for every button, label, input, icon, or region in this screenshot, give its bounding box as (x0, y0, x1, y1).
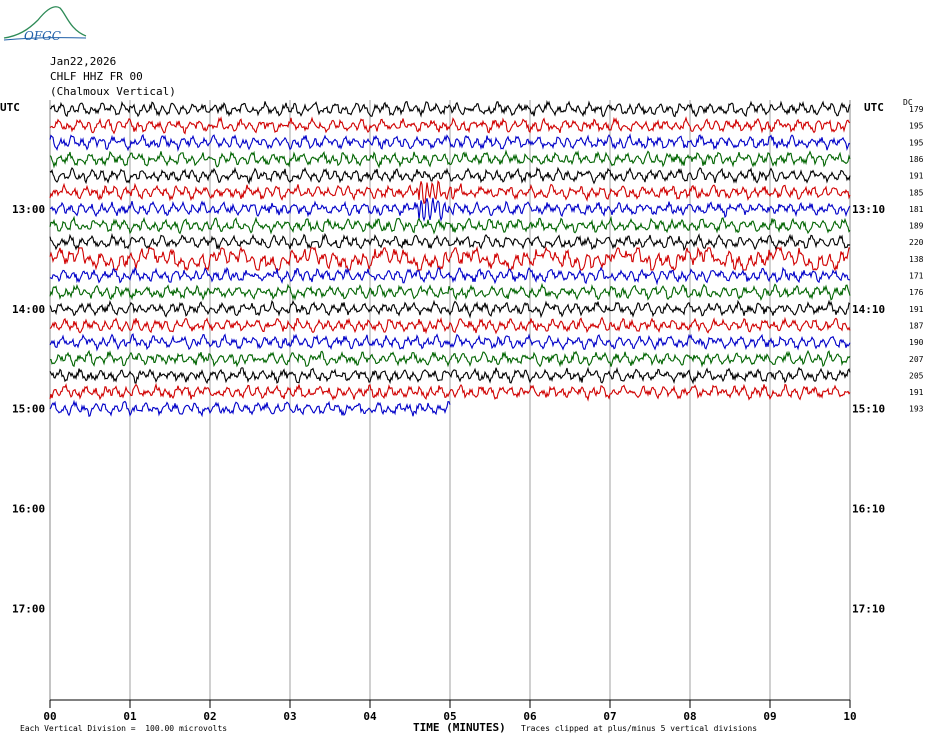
dc-offset-label-8: 220 (909, 238, 924, 247)
trace-layer (49, 99, 851, 418)
hour-label-left-4: 17:00 (12, 603, 45, 616)
dc-offset-label-7: 189 (909, 222, 924, 231)
trace-row-9 (49, 245, 850, 272)
x-axis-title: TIME (MINUTES) (413, 721, 506, 734)
trace-row-15 (50, 349, 851, 368)
x-tick-label-06: 06 (523, 710, 537, 723)
trace-row-3 (49, 149, 851, 169)
x-tick-label-01: 01 (123, 710, 137, 723)
trace-row-12 (49, 299, 851, 319)
dc-offset-label-18: 193 (909, 405, 924, 414)
utc-right-label: UTC (864, 101, 884, 114)
hour-label-left-0: 13:00 (12, 203, 45, 216)
dc-offset-label-9: 138 (909, 255, 924, 264)
dc-offset-label-13: 187 (909, 321, 924, 330)
header-station: CHLF HHZ FR 00 (50, 70, 143, 83)
x-tick-label-00: 00 (43, 710, 56, 723)
trace-row-6 (49, 197, 851, 222)
hour-label-left-2: 15:00 (12, 403, 45, 416)
trace-row-7 (49, 215, 851, 235)
x-tick-label-02: 02 (203, 710, 216, 723)
trace-row-17 (49, 382, 851, 402)
trace-row-0 (49, 99, 851, 118)
dc-offset-label-14: 190 (909, 338, 924, 347)
dc-offset-label-0: 179 (909, 105, 924, 114)
x-tick-label-07: 07 (603, 710, 616, 723)
trace-row-13 (49, 316, 851, 335)
trace-row-18 (49, 399, 451, 418)
dc-offset-label-6: 181 (909, 205, 924, 214)
header-station-name: (Chalmoux Vertical) (50, 85, 176, 98)
hour-label-left-1: 14:00 (12, 303, 45, 316)
x-tick-label-09: 09 (763, 710, 776, 723)
dc-offset-label-17: 191 (909, 388, 924, 397)
x-tick-label-08: 08 (683, 710, 696, 723)
footer-clip-note: Traces clipped at plus/minus 5 vertical … (521, 724, 758, 733)
dc-label: DC (903, 98, 913, 107)
utc-left-label: UTC (0, 101, 20, 114)
x-tick-label-04: 04 (363, 710, 377, 723)
dc-offset-label-12: 191 (909, 305, 924, 314)
trace-row-5 (49, 180, 851, 205)
trace-row-11 (49, 282, 851, 302)
x-tick-label-05: 05 (443, 710, 456, 723)
grid-layer (49, 100, 851, 708)
dc-offset-label-15: 207 (909, 355, 924, 364)
dc-offset-label-2: 195 (909, 138, 924, 147)
hour-label-right-0: 13:10 (852, 203, 885, 216)
dc-offset-label-1: 195 (909, 122, 924, 131)
x-tick-label-10: 10 (843, 710, 856, 723)
hour-label-left-3: 16:00 (12, 503, 45, 516)
trace-row-14 (49, 333, 851, 352)
x-tick-label-03: 03 (283, 710, 296, 723)
dc-offset-label-4: 191 (909, 172, 924, 181)
trace-row-10 (49, 266, 851, 286)
trace-row-16 (49, 366, 851, 385)
dc-offset-label-3: 186 (909, 155, 924, 164)
hour-label-right-4: 17:10 (852, 603, 885, 616)
hour-label-right-2: 15:10 (852, 403, 885, 416)
dc-offset-label-16: 205 (909, 371, 924, 380)
logo-text: OFGC (24, 29, 61, 43)
trace-row-8 (49, 232, 851, 252)
dc-offset-label-11: 176 (909, 288, 924, 297)
header-date: Jan22,2026 (50, 55, 117, 68)
dc-offset-label-10: 171 (909, 272, 924, 281)
trace-row-1 (49, 116, 851, 135)
trace-row-2 (49, 133, 851, 152)
hour-label-right-3: 16:10 (852, 503, 885, 516)
dc-offset-label-5: 185 (909, 188, 924, 197)
hour-label-right-1: 14:10 (852, 303, 885, 316)
label-layer: 00 01 02 03 04 05 06 07 08 09 10 13:00 13:10 14:00 14:… (12, 105, 924, 723)
footer-scale-note: Each Vertical Division = 100.00 microvol… (20, 724, 228, 733)
trace-row-4 (49, 166, 851, 185)
ofgc-logo-icon: OFGC (3, 6, 87, 43)
